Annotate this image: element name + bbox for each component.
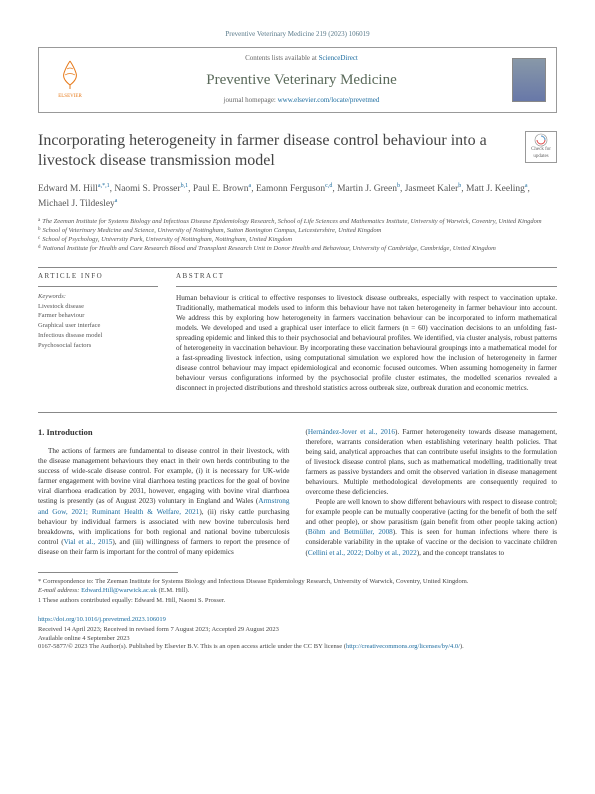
email-link[interactable]: Edward.Hill@warwick.ac.uk — [81, 587, 157, 594]
doi-link[interactable]: https://doi.org/10.1016/j.prevetmed.2023… — [38, 616, 166, 623]
elsevier-tree-icon — [56, 59, 84, 94]
check-updates-icon — [534, 133, 548, 147]
available-online: Available online 4 September 2023 — [38, 634, 557, 643]
body-column-right: (Hernández-Jover et al., 2016). Farmer h… — [306, 427, 558, 558]
abstract-text: Human behaviour is critical to effective… — [176, 293, 557, 394]
contents-available: Contents lists available at ScienceDirec… — [91, 54, 512, 63]
affiliations: aThe Zeeman Institute for Systems Biolog… — [38, 217, 557, 253]
body-paragraph: (Hernández-Jover et al., 2016). Farmer h… — [306, 427, 558, 498]
article-history: Received 14 April 2023; Received in revi… — [38, 625, 557, 634]
citation-link[interactable]: Vial et al., 2015 — [64, 538, 113, 546]
footnotes: * Correspondence to: The Zeeman Institut… — [38, 577, 557, 606]
citation-link[interactable]: Cellini et al., 2022; Dolby et al., 2022 — [308, 549, 417, 557]
citation-link[interactable]: Hernández-Jover et al., 2016 — [308, 428, 395, 436]
abstract-label: ABSTRACT — [176, 272, 557, 281]
email-note: E-mail address: Edward.Hill@warwick.ac.u… — [38, 586, 557, 596]
citation-line: Preventive Veterinary Medicine 219 (2023… — [38, 30, 557, 39]
check-updates-badge[interactable]: Check for updates — [525, 131, 557, 163]
citation-link[interactable]: Böhm and Betmüller, 2008 — [308, 528, 393, 536]
body-column-left: 1. Introduction The actions of farmers a… — [38, 427, 290, 558]
homepage-link[interactable]: www.elsevier.com/locate/prevetmed — [278, 96, 380, 104]
keywords-list: Livestock diseaseFarmer behaviourGraphic… — [38, 302, 158, 351]
journal-homepage: journal homepage: www.elsevier.com/locat… — [91, 96, 512, 105]
elsevier-logo: ELSEVIER — [49, 56, 91, 104]
journal-name: Preventive Veterinary Medicine — [91, 70, 512, 90]
copyright-line: 0167-5877/© 2023 The Author(s). Publishe… — [38, 643, 557, 652]
correspondence-note: * Correspondence to: The Zeeman Institut… — [38, 577, 557, 587]
keywords-label: Keywords: — [38, 293, 158, 302]
equal-contribution-note: 1 These authors contributed equally: Edw… — [38, 596, 557, 606]
journal-cover-thumbnail — [512, 58, 546, 102]
sciencedirect-link[interactable]: ScienceDirect — [319, 54, 358, 62]
intro-paragraph: The actions of farmers are fundamental t… — [38, 446, 290, 557]
authors-list: Edward M. Hilla,*,1, Naomi S. Prosserb,1… — [38, 182, 557, 211]
cc-license-link[interactable]: http://creativecommons.org/licenses/by/4… — [346, 643, 460, 650]
body-paragraph: People are well known to show different … — [306, 497, 558, 557]
article-info-label: ARTICLE INFO — [38, 272, 158, 281]
article-title: Incorporating heterogeneity in farmer di… — [38, 131, 525, 173]
journal-header: ELSEVIER Contents lists available at Sci… — [38, 47, 557, 112]
intro-heading: 1. Introduction — [38, 427, 290, 438]
